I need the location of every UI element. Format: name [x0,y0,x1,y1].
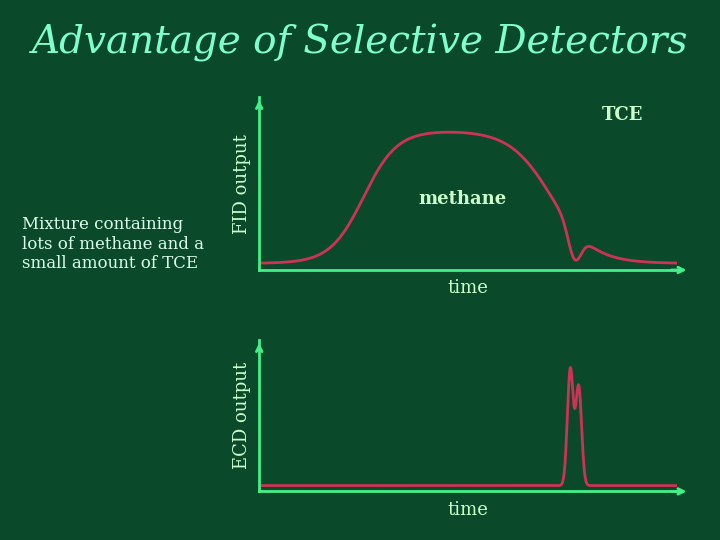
Y-axis label: FID output: FID output [233,134,251,233]
Text: Mixture containing
lots of methane and a
small amount of TCE: Mixture containing lots of methane and a… [22,216,204,272]
Text: time: time [448,501,488,518]
Text: methane: methane [418,190,506,207]
Text: Advantage of Selective Detectors: Advantage of Selective Detectors [32,24,688,62]
Y-axis label: ECD output: ECD output [233,362,251,469]
Text: TCE: TCE [602,106,643,124]
Text: time: time [448,279,488,296]
